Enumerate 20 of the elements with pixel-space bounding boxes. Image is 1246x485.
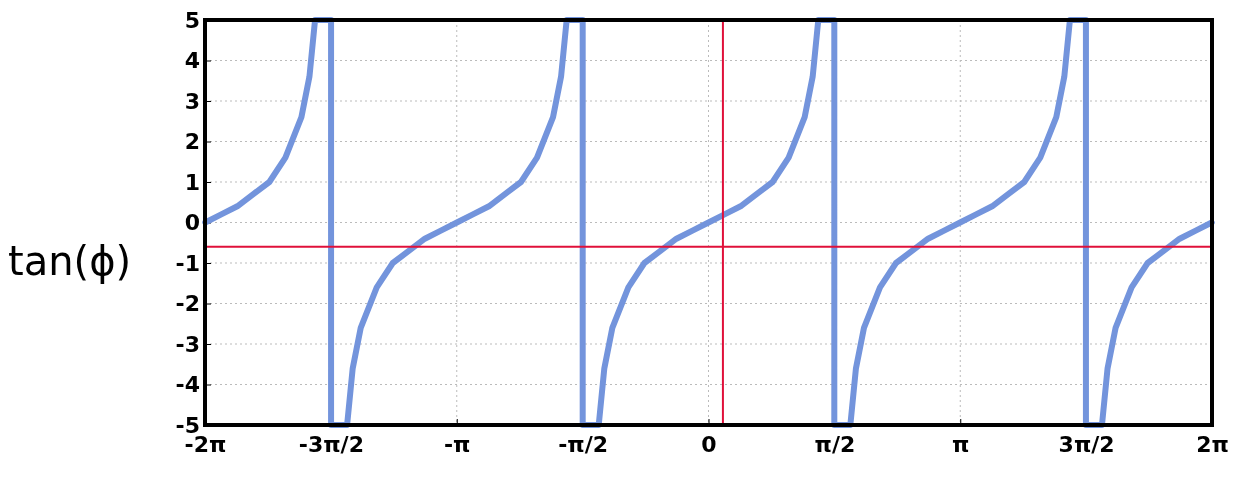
x-tick-label: 3π/2 — [1058, 432, 1115, 458]
x-tick-label: -π — [443, 432, 471, 458]
y-tick-label: -3 — [175, 331, 200, 357]
y-axis-title: tan(ϕ) — [8, 238, 132, 284]
x-tick-label: -3π/2 — [298, 432, 364, 458]
y-tick-label: -2 — [175, 291, 200, 317]
x-tick-label: π/2 — [814, 432, 856, 458]
y-tick-label: 0 — [184, 210, 200, 236]
y-tick-label: 3 — [184, 88, 200, 114]
y-tick-label: 4 — [184, 48, 200, 74]
y-tick-label: 2 — [184, 129, 200, 155]
x-tick-label: -2π — [184, 432, 227, 458]
x-tick-label: -π/2 — [558, 432, 609, 458]
y-tick-label: 5 — [184, 7, 200, 33]
y-tick-label: -1 — [175, 250, 200, 276]
y-tick-label: -4 — [175, 372, 200, 398]
x-tick-label: π — [952, 432, 970, 458]
x-tick-label: 2π — [1196, 432, 1229, 458]
x-tick-label: 0 — [701, 432, 717, 458]
y-tick-label: 1 — [184, 169, 200, 195]
